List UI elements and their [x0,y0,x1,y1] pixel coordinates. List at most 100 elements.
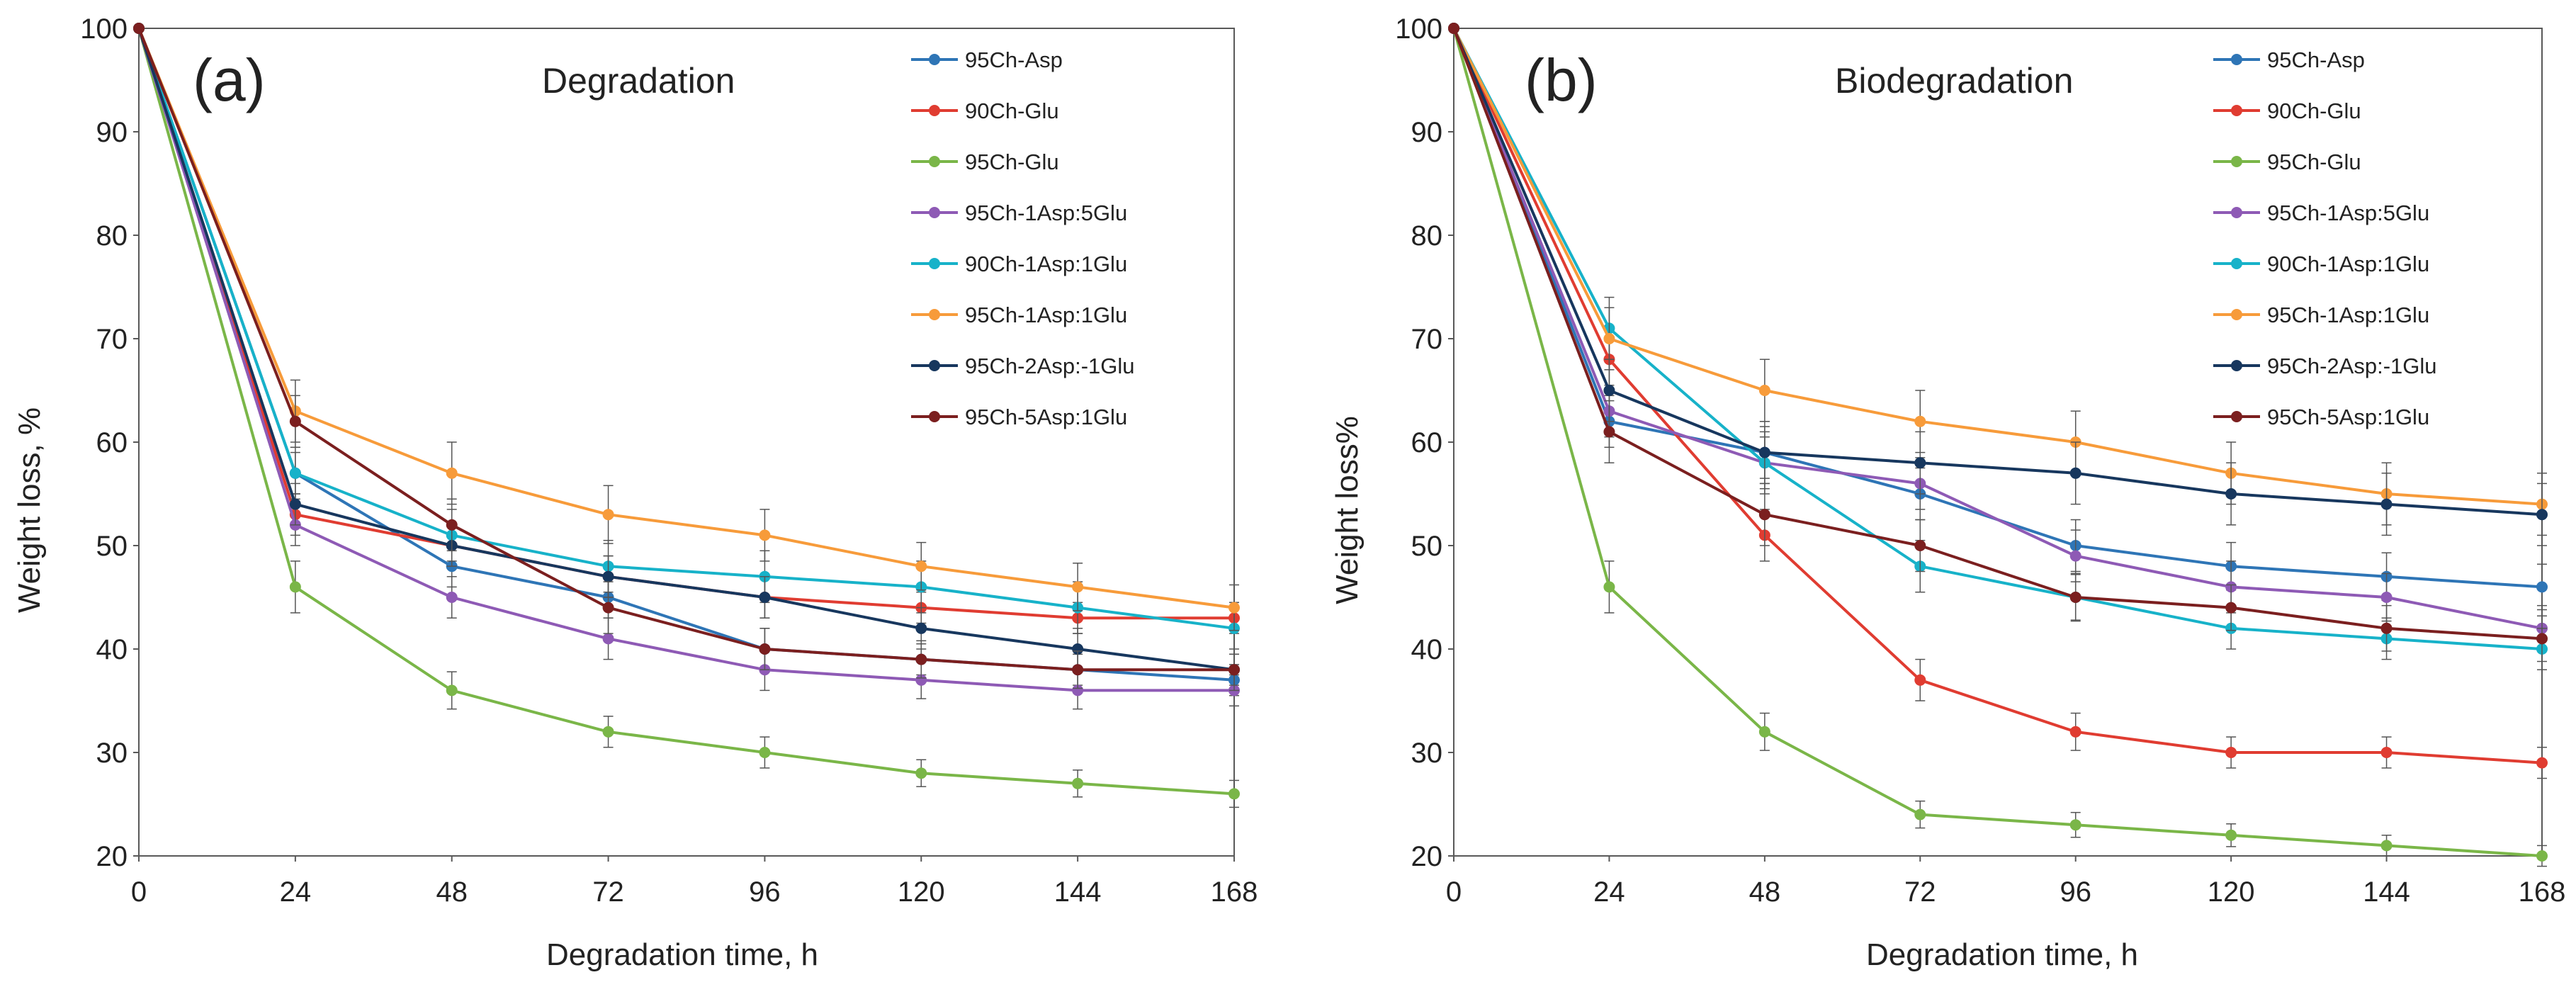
legend-label: 95Ch-Glu [2267,150,2361,174]
legend-b: 95Ch-Asp 90Ch-Glu 95Ch-Glu 95Ch-1Asp:5Glu 90… [2213,47,2437,429]
data-point [915,767,927,779]
series-a-2 [133,23,1240,808]
legend-label: 95Ch-1Asp:5Glu [965,201,1127,225]
chart-panel-b: (b) Biodegradation Degradation time, h W… [1330,13,2565,972]
y-tick-label-b: 70 [1411,324,1443,355]
series-line [137,28,1234,672]
legend-marker [2231,105,2242,116]
data-point [1914,540,1926,551]
data-point [759,592,771,603]
data-point [1758,509,1770,521]
data-point [1603,333,1615,344]
data-point [2536,509,2548,521]
data-point [2536,633,2548,645]
series-line [137,28,1235,630]
y-tick-label-a: 40 [96,634,128,665]
legend-label: 90Ch-1Asp:1Glu [965,252,1127,276]
series-a-7 [133,23,1240,689]
y-tick-label-b: 100 [1395,13,1442,45]
data-point [289,581,301,593]
x-tick-label-a: 72 [592,876,624,908]
series-a-6 [133,23,1240,692]
series-line [137,28,1235,672]
legend-label: 90Ch-Glu [2267,98,2361,123]
data-point [1758,385,1770,396]
data-point [2069,726,2081,738]
data-point [446,592,458,603]
data-point [1072,664,1084,676]
x-tick-label-b: 48 [1749,876,1781,908]
y-tick-label-b: 60 [1411,427,1443,458]
x-tick-label-a: 0 [131,876,147,908]
y-tick-label-b: 80 [1411,220,1443,252]
chart-title-b: Biodegradation [1835,61,2073,101]
data-point [759,643,771,655]
panel-label-b: (b) [1525,47,1598,113]
data-point [2536,850,2548,862]
series-line [1452,28,2543,650]
x-axis-title-a: Degradation time, h [546,937,818,972]
data-point [1758,446,1770,458]
data-point [1914,457,1926,469]
data-point [759,747,771,758]
data-point [1072,581,1084,593]
data-point [2380,747,2393,758]
y-tick-label-b: 20 [1411,841,1443,872]
legend-label: 95Ch-5Asp:1Glu [2267,405,2429,429]
data-point [2069,550,2081,562]
data-point [133,23,145,34]
x-tick-label-b: 24 [1593,876,1625,908]
legend-marker [2231,309,2242,320]
legend-marker [929,156,940,167]
chart-title-a: Degradation [542,61,735,101]
data-point [2069,467,2081,479]
data-point [2380,592,2393,603]
series-b-7 [1448,23,2548,662]
legend-label: 95Ch-Asp [965,47,1063,72]
y-tick-label-a: 50 [96,531,128,562]
legend-marker [2231,54,2242,65]
series-line [1452,28,2543,517]
data-point [915,622,927,634]
legend-marker [929,411,940,422]
data-point [1603,426,1615,438]
series-b-6 [1448,23,2548,546]
legend-marker [929,360,940,371]
data-point [446,684,458,696]
data-point [1603,385,1615,396]
series-a-1 [133,23,1240,634]
data-point [1228,602,1240,614]
data-point [289,498,301,510]
data-point [1228,788,1240,800]
legend-label: 95Ch-Asp [2267,47,2365,72]
data-point [602,726,614,738]
data-point [446,519,458,531]
series-line [1452,28,2543,765]
y-axis-title-a: Weight loss, % [12,407,47,613]
y-tick-label-a: 80 [96,220,128,252]
data-point [1072,643,1084,655]
data-point [1914,808,1926,820]
y-tick-label-a: 60 [96,427,128,458]
data-point [2380,840,2393,852]
plot-area-b [1453,28,2543,857]
x-axis-title-b: Degradation time, h [1866,937,2138,972]
legend-marker [929,207,940,218]
data-point [1072,684,1084,696]
legend-marker [2231,360,2242,371]
data-point [289,467,301,479]
data-point [915,653,927,665]
series-line [137,28,1235,796]
data-point [2536,757,2548,769]
legend-marker [929,309,940,320]
y-tick-label-a: 90 [96,117,128,148]
legend-marker [929,105,940,116]
x-tick-label-a: 96 [749,876,781,908]
x-tick-label-b: 120 [2208,876,2255,908]
data-point [289,415,301,427]
legend-marker [929,258,940,269]
y-tick-label-a: 20 [96,841,128,872]
x-tick-label-a: 48 [436,876,468,908]
series-a-4 [133,23,1240,655]
